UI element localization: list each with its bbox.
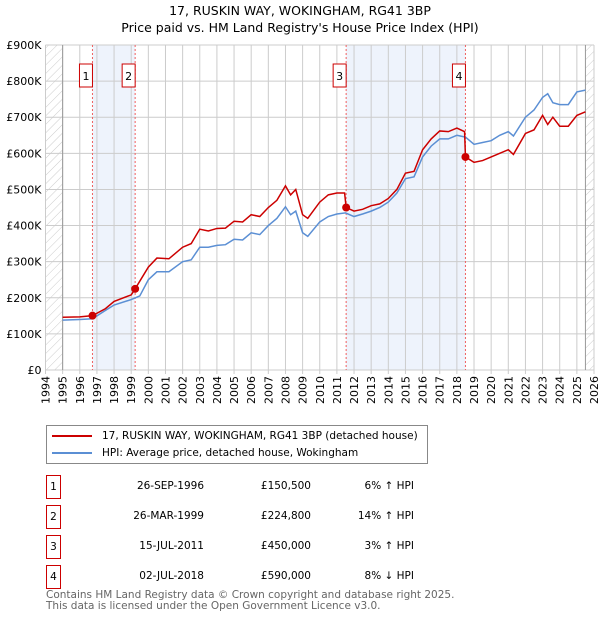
x-tick-label: 2009 — [297, 376, 310, 404]
sale-label: 1 — [82, 70, 89, 83]
sale-label: 2 — [125, 70, 132, 83]
sale-hpi-diff: 8% ↓ HPI — [364, 570, 414, 582]
y-tick-label: £900K — [6, 39, 42, 52]
x-tick-label: 2000 — [142, 376, 155, 404]
sale-hpi-diff: 6% ↑ HPI — [364, 480, 414, 492]
x-tick-label: 2020 — [485, 376, 498, 404]
x-tick-label: 2005 — [228, 376, 241, 404]
y-tick-label: £500K — [6, 183, 42, 196]
x-tick-label: 1996 — [74, 376, 87, 404]
hatched-range — [45, 45, 63, 370]
x-tick-label: 2001 — [159, 376, 172, 404]
sale-label-box — [451, 63, 466, 88]
sale-price: £150,500 — [260, 480, 311, 492]
x-tick-label: 2008 — [279, 376, 292, 404]
y-tick-label: £800K — [6, 75, 42, 88]
sale-point — [88, 311, 97, 320]
x-tick-label: 2016 — [417, 376, 430, 404]
x-tick-label: 2019 — [468, 376, 481, 404]
sale-row: 1 26-SEP-1996 £150,500 6% ↑ HPI — [46, 475, 446, 499]
y-tick-label: £300K — [6, 256, 42, 269]
x-tick-label: 2015 — [399, 376, 412, 404]
x-tick-label: 2003 — [194, 376, 207, 404]
legend: 17, RUSKIN WAY, WOKINGHAM, RG41 3BP (det… — [46, 425, 428, 464]
sale-date: 26-SEP-1996 — [136, 480, 204, 492]
x-tick-label: 2024 — [554, 376, 567, 404]
y-tick-label: £0 — [28, 364, 42, 377]
y-tick-label: £100K — [6, 328, 42, 341]
x-tick-label: 2004 — [211, 376, 224, 404]
sale-number-badge: 4 — [46, 565, 61, 589]
y-tick-label: £700K — [6, 111, 42, 124]
sale-number-badge: 1 — [46, 475, 61, 499]
sale-hpi-diff: 14% ↑ HPI — [357, 510, 414, 522]
x-tick-label: 2002 — [177, 376, 190, 404]
sale-row: 3 15-JUL-2011 £450,000 3% ↑ HPI — [46, 535, 446, 559]
x-tick-label: 1997 — [91, 376, 104, 404]
legend-property-line — [52, 435, 92, 437]
sale-date: 26-MAR-1999 — [133, 510, 204, 522]
sale-price: £450,000 — [260, 540, 311, 552]
sale-point — [461, 152, 470, 161]
x-tick-label: 2025 — [571, 376, 584, 404]
footer-licence: This data is licensed under the Open Gov… — [46, 600, 381, 612]
footer: Contains HM Land Registry data © Crown c… — [46, 590, 454, 612]
sale-label-box — [78, 63, 93, 88]
hpi-line — [62, 89, 586, 321]
property-price-line — [62, 111, 586, 319]
sale-label: 3 — [336, 70, 343, 83]
x-tick-label: 2007 — [262, 376, 275, 404]
x-tick-label: 2014 — [382, 376, 395, 404]
legend-property-label: 17, RUSKIN WAY, WOKINGHAM, RG41 3BP (det… — [102, 430, 418, 442]
y-tick-label: £600K — [6, 147, 42, 160]
x-tick-label: 2023 — [537, 376, 550, 404]
x-tick-label: 2010 — [314, 376, 327, 404]
sale-point — [342, 203, 351, 212]
sale-row: 2 26-MAR-1999 £224,800 14% ↑ HPI — [46, 505, 446, 529]
x-tick-label: 2006 — [245, 376, 258, 404]
sale-date: 02-JUL-2018 — [139, 570, 204, 582]
x-tick-label: 2026 — [588, 376, 600, 404]
sale-label-box — [332, 63, 347, 88]
sale-number-badge: 3 — [46, 535, 61, 559]
legend-hpi-line — [52, 452, 92, 454]
sale-number-badge: 2 — [46, 505, 61, 529]
sale-price: £590,000 — [260, 570, 311, 582]
chart-title: 17, RUSKIN WAY, WOKINGHAM, RG41 3BP — [169, 3, 431, 18]
legend-hpi-label: HPI: Average price, detached house, Woki… — [102, 447, 359, 459]
sale-date: 15-JUL-2011 — [139, 540, 204, 552]
sale-label-box — [121, 63, 136, 88]
sale-point — [131, 284, 140, 293]
x-tick-label: 2013 — [365, 376, 378, 404]
x-tick-label: 1999 — [125, 376, 138, 404]
x-tick-label: 2011 — [331, 376, 344, 404]
chart-subtitle: Price paid vs. HM Land Registry's House … — [121, 20, 479, 35]
price-chart: 1994 1995 1996 1997 1998 1999 2000 2001 2002 2003… — [6, 39, 600, 404]
sale-hpi-diff: 3% ↑ HPI — [364, 540, 414, 552]
footer-copyright: Contains HM Land Registry data © Crown c… — [46, 589, 455, 601]
x-tick-label: 1995 — [57, 376, 70, 404]
sale-label: 4 — [455, 70, 462, 83]
x-tick-label: 2017 — [434, 376, 447, 404]
y-tick-label: £200K — [6, 292, 42, 305]
x-tick-label: 2021 — [502, 376, 515, 404]
x-tick-label: 1998 — [108, 376, 121, 404]
y-tick-label: £400K — [6, 220, 42, 233]
x-tick-label: 2012 — [348, 376, 361, 404]
sale-row: 4 02-JUL-2018 £590,000 8% ↓ HPI — [46, 565, 446, 589]
x-tick-label: 2022 — [519, 376, 532, 404]
hatched-range — [585, 45, 594, 370]
x-tick-label: 2018 — [451, 376, 464, 404]
x-tick-label: 1994 — [40, 376, 53, 404]
sale-price: £224,800 — [260, 510, 311, 522]
